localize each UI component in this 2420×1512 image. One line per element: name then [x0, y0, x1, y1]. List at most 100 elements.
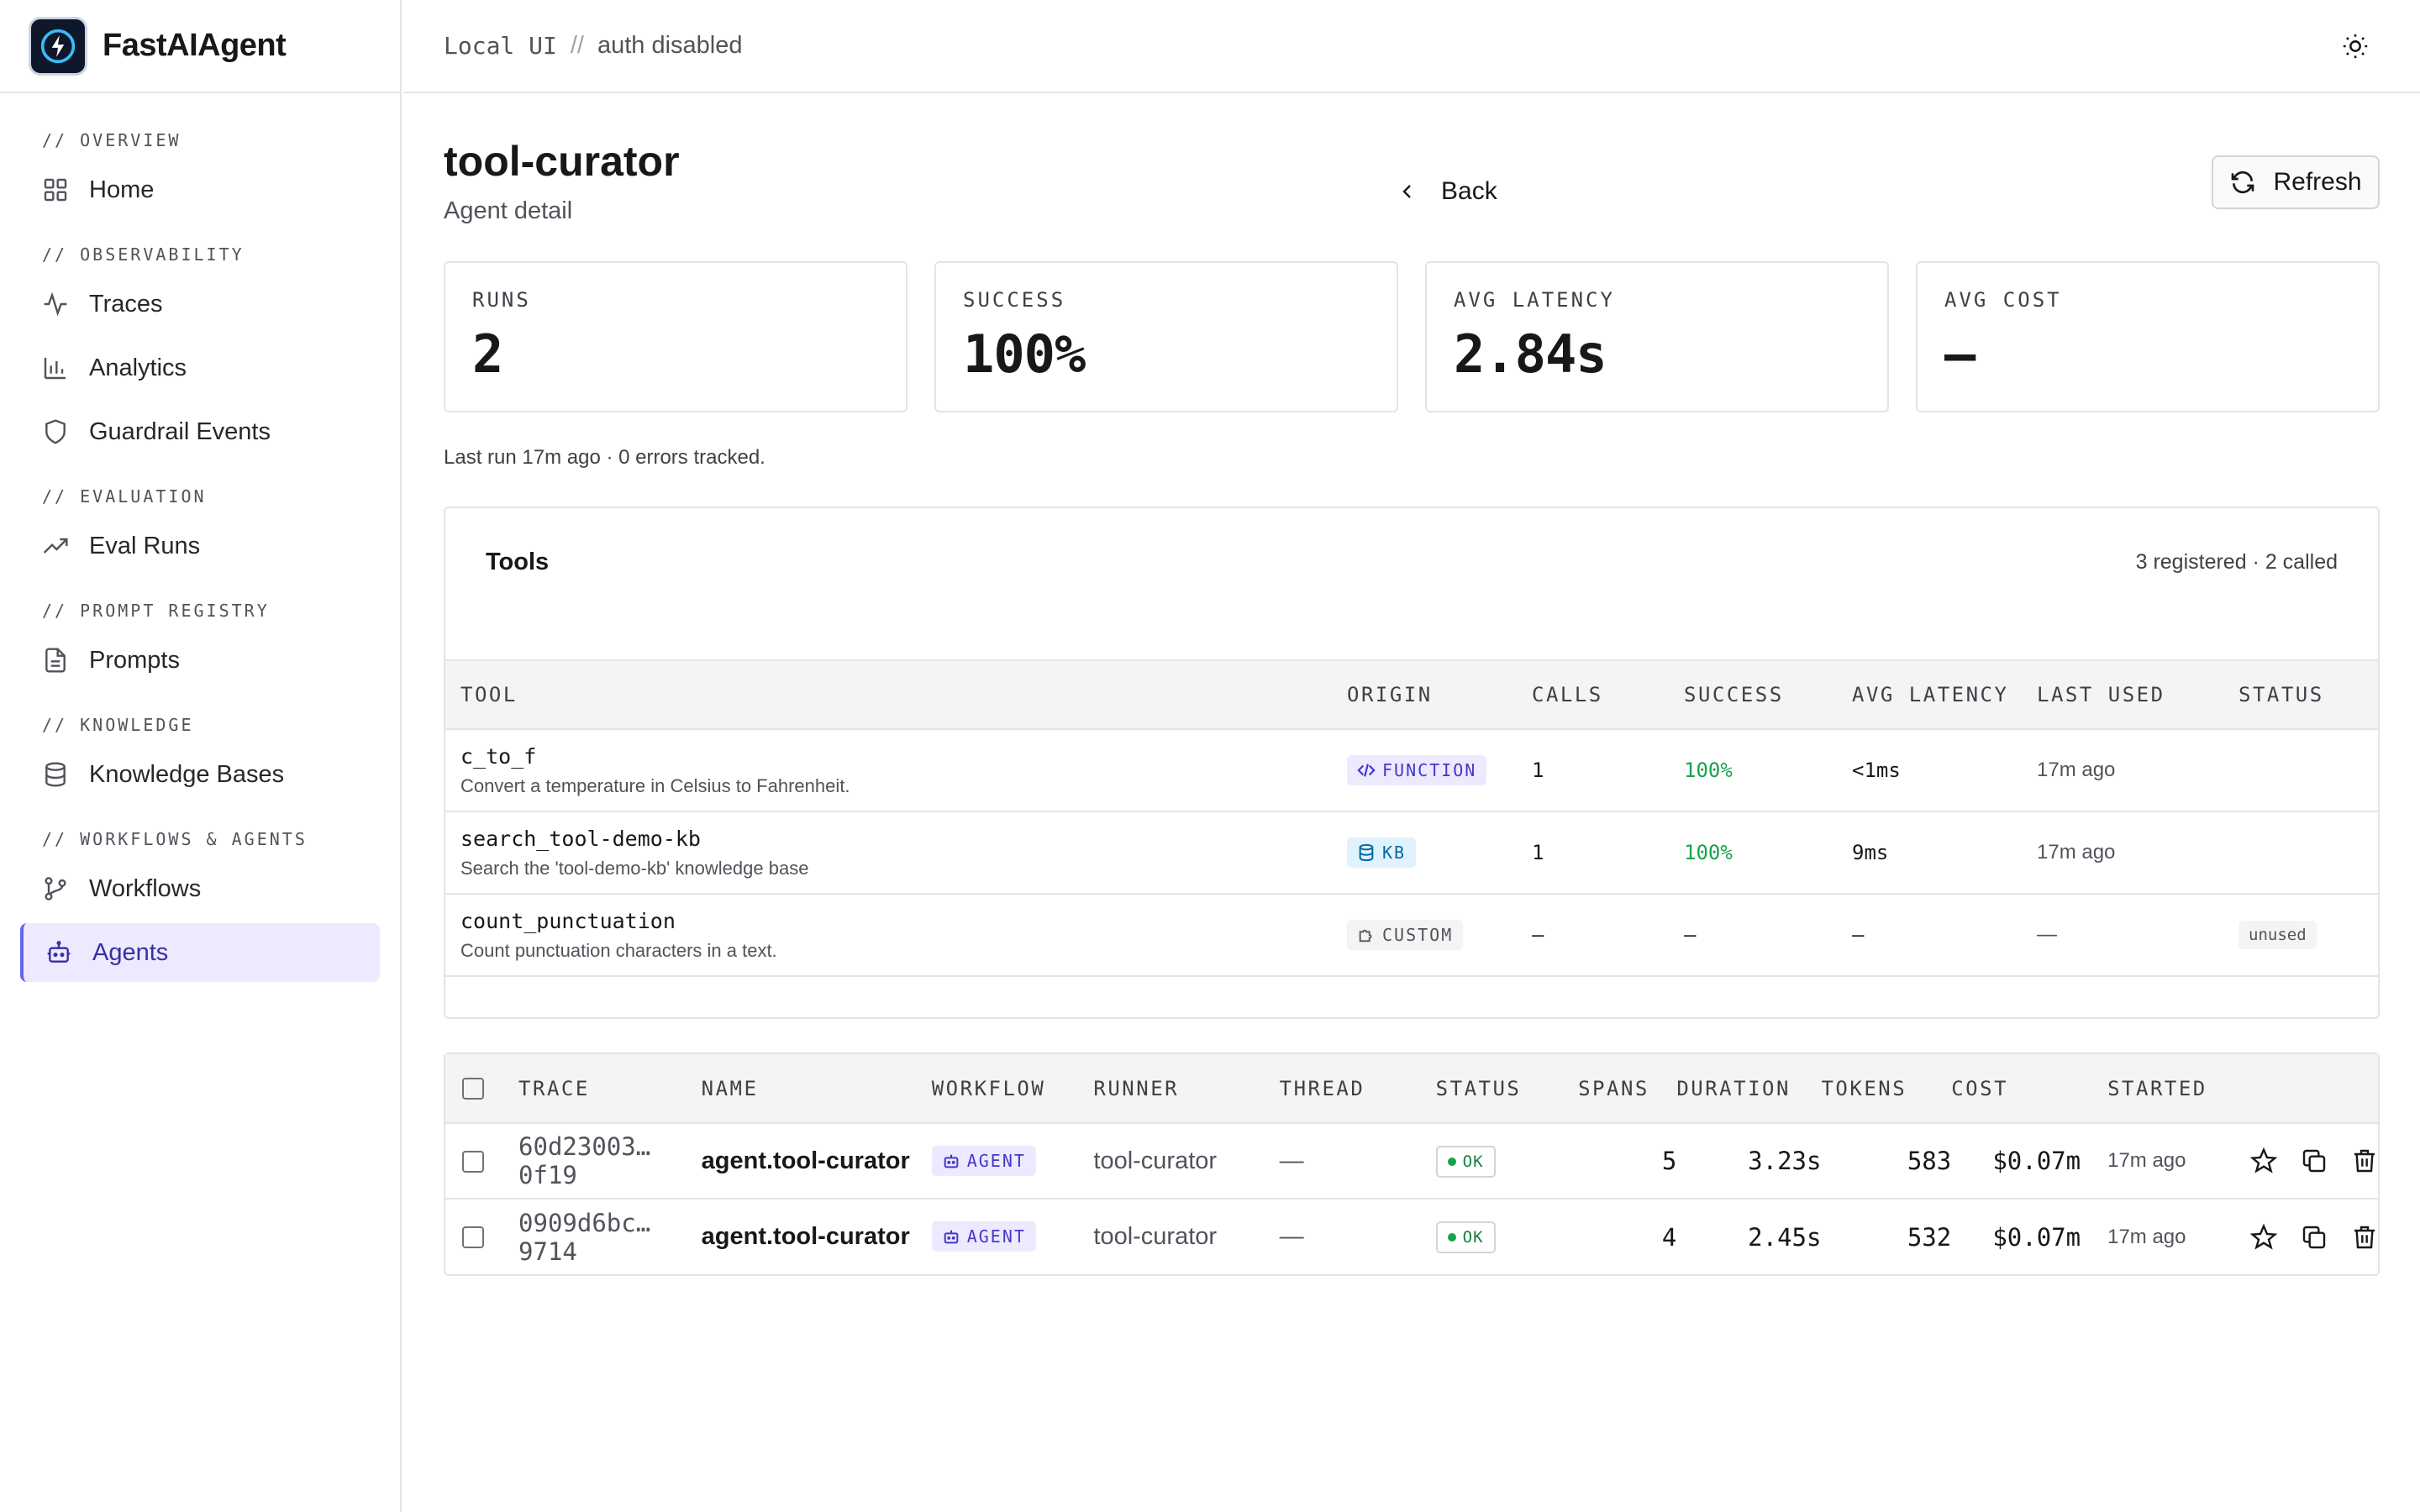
stat-card-avg-latency: AVG LATENCY 2.84s	[1425, 261, 1889, 412]
column-header[interactable]: SUCCESS	[1684, 659, 1852, 730]
column-header[interactable]: LAST USED	[2037, 659, 2238, 730]
last-used-cell: 17m ago	[2037, 811, 2238, 895]
tokens-cell: 532	[1907, 1222, 1952, 1252]
workflow-cell: AGENT	[931, 1199, 1094, 1274]
sidebar-item-label: Home	[89, 176, 155, 203]
run-name: agent.tool-curator	[701, 1123, 932, 1200]
runs-card: TRACE NAME WORKFLOW RUNNER THREAD STATUS…	[444, 1053, 2380, 1276]
stat-label: SUCCESS	[963, 288, 1066, 312]
table-row[interactable]: c_to_f Convert a temperature in Celsius …	[445, 729, 2378, 812]
table-row[interactable]: count_punctuation Count punctuation char…	[445, 894, 2378, 977]
star-icon[interactable]	[2250, 1223, 2277, 1251]
column-header[interactable]: RUNNER	[1093, 1054, 1280, 1124]
actions-cell	[2250, 1199, 2378, 1274]
stat-card-avg-cost: AVG COST —	[1916, 261, 2380, 412]
column-header[interactable]: NAME	[701, 1054, 932, 1124]
status-label: OK	[1462, 1152, 1484, 1171]
column-header[interactable]: SPANS	[1578, 1054, 1677, 1124]
status-cell	[2238, 811, 2378, 895]
spans-cell: 5	[1578, 1123, 1677, 1200]
column-header[interactable]: STARTED	[2081, 1054, 2250, 1124]
column-header[interactable]: COST	[1951, 1054, 2081, 1124]
success-cell: 100%	[1684, 811, 1852, 895]
tool-description: Convert a temperature in Celsius to Fahr…	[460, 774, 850, 796]
refresh-label: Refresh	[2273, 168, 2362, 196]
bot-icon	[944, 1230, 959, 1244]
refresh-button[interactable]: Refresh	[2212, 155, 2380, 209]
back-button[interactable]: Back	[1397, 162, 1497, 221]
tool-cell: search_tool-demo-kb Search the 'tool-dem…	[445, 811, 1347, 895]
page-header: tool-curator Agent detail Back Refresh R…	[444, 93, 2380, 1276]
column-header[interactable]: TOKENS	[1821, 1054, 1952, 1124]
status-dot-icon	[1447, 1157, 1456, 1166]
stat-label: RUNS	[472, 288, 531, 312]
status-cell: OK	[1435, 1199, 1578, 1274]
cost-cell: $0.07m	[1951, 1123, 2081, 1200]
column-header[interactable]: AVG LATENCY	[1852, 659, 2037, 730]
column-header[interactable]: TOOL	[445, 659, 1347, 730]
sun-icon[interactable]	[2341, 32, 2370, 60]
success-cell: 100%	[1684, 729, 1852, 812]
sidebar-item-traces[interactable]: Traces	[20, 275, 380, 333]
sidebar-nav: // OVERVIEW Home // OBSERVABILITY Traces…	[0, 93, 400, 982]
column-header[interactable]: CALLS	[1532, 659, 1684, 730]
column-header[interactable]: WORKFLOW	[931, 1054, 1094, 1124]
sidebar-item-eval-runs[interactable]: Eval Runs	[20, 517, 380, 575]
table-row[interactable]: search_tool-demo-kb Search the 'tool-dem…	[445, 811, 2378, 895]
latency-cell: <1ms	[1852, 729, 2037, 812]
sidebar-item-agents[interactable]: Agents	[20, 923, 380, 982]
calls-cell: 1	[1532, 811, 1684, 895]
trace-id-link[interactable]: 60d23003…0f19	[518, 1123, 702, 1200]
stat-label: AVG COST	[1944, 288, 2062, 312]
mode-label: Local UI	[444, 32, 557, 60]
sidebar-item-knowledge-bases[interactable]: Knowledge Bases	[20, 745, 380, 804]
sidebar-item-home[interactable]: Home	[20, 160, 380, 219]
nav-section-evaluation: // EVALUATION	[42, 486, 207, 507]
status-cell	[2238, 729, 2378, 812]
sidebar-item-analytics[interactable]: Analytics	[20, 339, 380, 397]
trash-icon[interactable]	[2351, 1147, 2378, 1174]
runner-cell: tool-curator	[1093, 1223, 1218, 1250]
sidebar-item-workflows[interactable]: Workflows	[20, 859, 380, 918]
column-header[interactable]: DURATION	[1676, 1054, 1822, 1124]
select-all-checkbox[interactable]	[462, 1078, 484, 1100]
runs-header-row: TRACE NAME WORKFLOW RUNNER THREAD STATUS…	[445, 1054, 2378, 1124]
column-header[interactable]: STATUS	[2238, 659, 2378, 730]
sidebar-item-guardrail-events[interactable]: Guardrail Events	[20, 402, 380, 461]
star-icon[interactable]	[2250, 1147, 2277, 1174]
trash-icon[interactable]	[2351, 1224, 2378, 1251]
stat-card-success: SUCCESS 100%	[934, 261, 1398, 412]
tool-cell: c_to_f Convert a temperature in Celsius …	[445, 729, 1347, 812]
status-badge: OK	[1435, 1221, 1496, 1253]
column-header[interactable]: ORIGIN	[1347, 659, 1532, 730]
row-checkbox[interactable]	[462, 1226, 484, 1249]
tools-header-row: TOOL ORIGIN CALLS SUCCESS AVG LATENCY LA…	[445, 659, 2378, 730]
origin-label: FUNCTION	[1382, 760, 1477, 780]
copy-icon[interactable]	[2301, 1224, 2328, 1251]
calls-cell: —	[1532, 894, 1684, 977]
bot-icon	[944, 1154, 959, 1168]
runs-table: TRACE NAME WORKFLOW RUNNER THREAD STATUS…	[445, 1054, 2378, 1274]
column-header[interactable]: STATUS	[1435, 1054, 1579, 1124]
actions-cell	[2250, 1123, 2378, 1200]
sidebar-item-label: Eval Runs	[89, 532, 201, 559]
row-checkbox[interactable]	[462, 1150, 484, 1173]
latency-cell: 9ms	[1852, 811, 2037, 895]
table-row[interactable]: 60d23003…0f19 agent.tool-curator AGENT t…	[445, 1123, 2378, 1200]
git-branch-icon	[45, 877, 66, 900]
sidebar-item-prompts[interactable]: Prompts	[20, 631, 380, 690]
brand[interactable]: FastAIAgent	[0, 0, 400, 93]
table-row[interactable]: 0909d6bc…9714 agent.tool-curator AGENT t…	[445, 1199, 2378, 1274]
checkbox-cell	[445, 1199, 518, 1274]
stat-value: —	[1944, 323, 1975, 385]
back-label: Back	[1441, 177, 1497, 205]
page-subtitle: Agent detail	[444, 197, 573, 224]
column-header[interactable]: THREAD	[1279, 1054, 1436, 1124]
column-header[interactable]: TRACE	[518, 1054, 702, 1124]
nav-section-workflows-agents: // WORKFLOWS & AGENTS	[42, 829, 308, 849]
tools-count: 3 registered · 2 called	[2135, 550, 2338, 574]
trace-id-link[interactable]: 0909d6bc…9714	[518, 1208, 651, 1266]
sidebar-item-label: Knowledge Bases	[89, 760, 285, 788]
copy-icon[interactable]	[2301, 1147, 2328, 1174]
puzzle-icon	[1359, 929, 1372, 942]
